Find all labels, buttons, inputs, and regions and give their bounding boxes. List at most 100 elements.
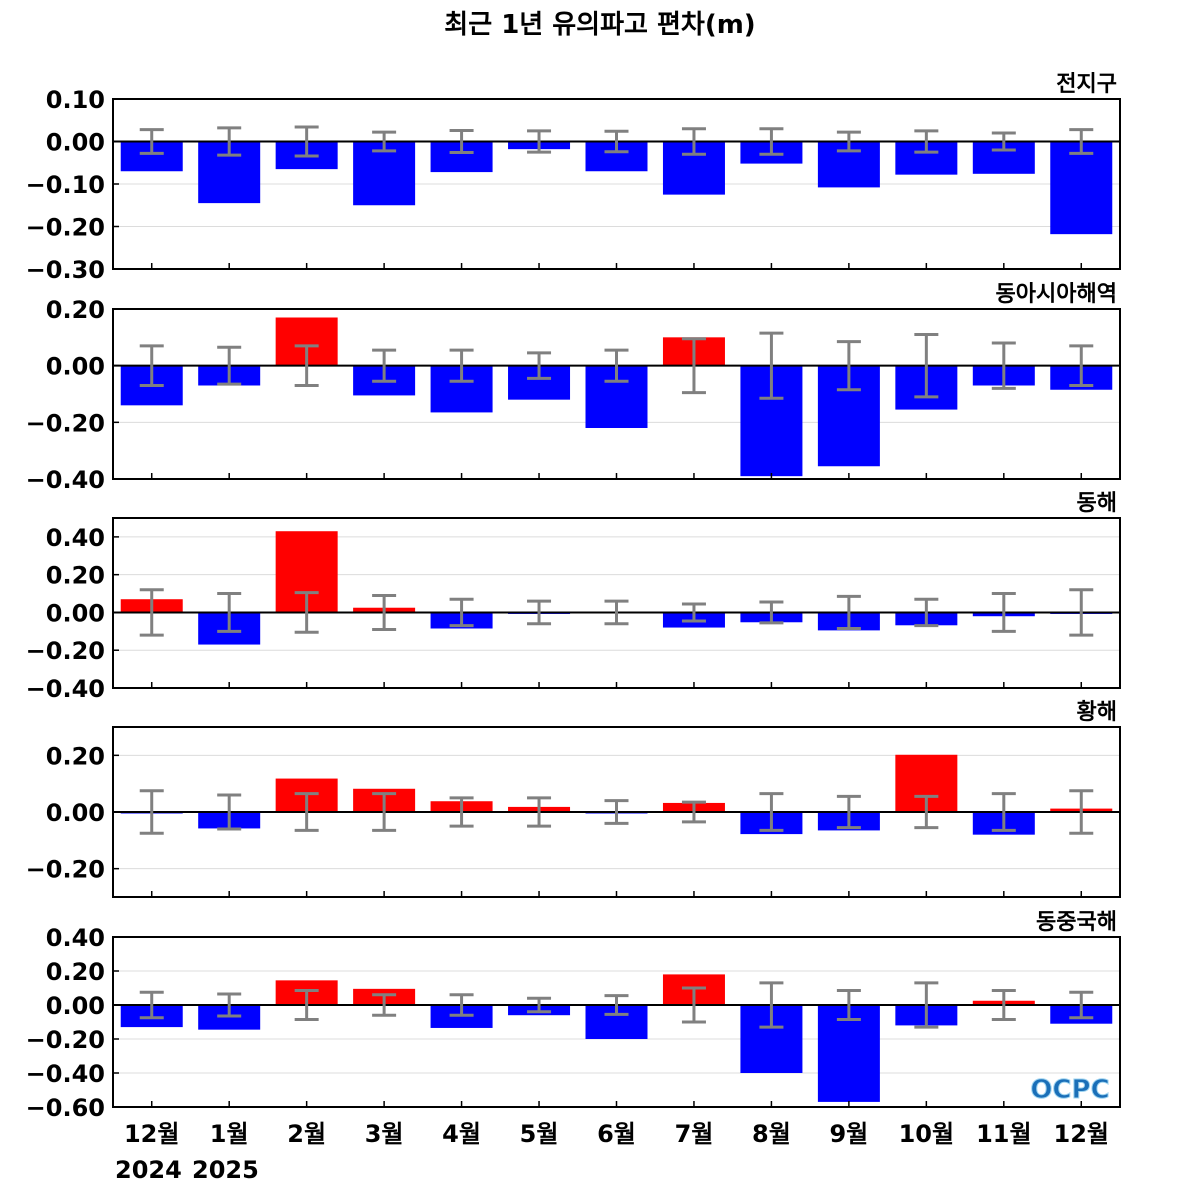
y-tick-label: 0.00 xyxy=(46,353,105,381)
y-tick-label: −0.20 xyxy=(26,409,105,437)
error-bar xyxy=(372,130,397,153)
error-bar xyxy=(991,792,1016,832)
ocpc-logo: OCPC xyxy=(1030,1075,1110,1106)
error-bar xyxy=(372,993,397,1017)
error-bar xyxy=(681,800,706,824)
y-tick-label: 0.00 xyxy=(46,799,105,827)
x-tick-label: 12월 xyxy=(1054,1120,1109,1148)
error-bar xyxy=(139,344,164,387)
y-tick-label: −0.10 xyxy=(26,171,105,199)
error-bar xyxy=(681,986,706,1024)
error-bar xyxy=(836,340,861,392)
panel-1: 0.10 0.00 −0.10 −0.20 −0.30 전지구 xyxy=(26,72,1121,284)
error-bar xyxy=(294,989,319,1021)
y-tick-label: 0.00 xyxy=(46,599,105,627)
x-year-label: 2025 xyxy=(192,1156,259,1184)
error-bar xyxy=(527,599,552,626)
panel-title: 동중국해 xyxy=(1036,910,1117,935)
x-tick-label: 4월 xyxy=(442,1120,481,1148)
chart-title: 최근 1년 유의파고 편차(m) xyxy=(444,10,755,40)
error-bar xyxy=(449,993,474,1017)
error-bar xyxy=(217,126,242,157)
x-tick-label: 12월 xyxy=(124,1120,179,1148)
panel-title: 동아시아해역 xyxy=(996,282,1117,307)
panel-5: 0.40 0.20 0.00 −0.20 −0.40 −0.60 동중국해 xyxy=(26,910,1121,1122)
error-bar xyxy=(914,597,939,628)
bar xyxy=(1050,141,1113,235)
logo-text: OCPC xyxy=(1030,1075,1109,1105)
y-tick-label: 0.00 xyxy=(46,992,105,1020)
error-bar xyxy=(759,600,784,625)
error-bar xyxy=(527,351,552,380)
panel-title: 동해 xyxy=(1077,491,1117,516)
panel-title: 황해 xyxy=(1077,700,1117,725)
error-bar xyxy=(914,129,939,154)
y-tick-label: −0.20 xyxy=(26,1026,105,1054)
y-tick-label: 0.20 xyxy=(46,958,105,986)
error-bar xyxy=(991,989,1016,1021)
error-bar xyxy=(1069,789,1094,835)
x-tick-label: 3월 xyxy=(365,1120,404,1148)
error-bar xyxy=(836,594,861,630)
x-axis: 12월 1월 2월 3월 4월 5월 6월 7월 8월 9월 10월 11월 12월 2024 2025 xyxy=(115,1120,1109,1184)
error-bar xyxy=(991,592,1016,633)
error-bar xyxy=(1069,344,1094,387)
y-tick-label: 0.20 xyxy=(46,296,105,324)
y-tick-label: 0.20 xyxy=(46,562,105,590)
x-year-label: 2024 xyxy=(115,1156,182,1184)
error-bar xyxy=(1069,588,1094,637)
y-tick-label: −0.20 xyxy=(26,637,105,665)
x-tick-label: 10월 xyxy=(899,1120,954,1148)
x-tick-label: 2월 xyxy=(287,1120,326,1148)
panels: 0.10 0.00 −0.10 −0.20 −0.30 전지구 0.20 0.00 −0.20 −… xyxy=(26,72,1121,1122)
error-bar xyxy=(681,337,706,395)
error-bar xyxy=(449,128,474,155)
error-bar xyxy=(139,990,164,1020)
error-bar xyxy=(217,992,242,1018)
error-bar xyxy=(759,331,784,400)
bar xyxy=(817,1005,880,1102)
error-bar xyxy=(294,344,319,387)
error-bar xyxy=(217,345,242,386)
panel-frame xyxy=(112,308,1121,480)
error-bar xyxy=(759,981,784,1029)
x-tick-label: 7월 xyxy=(675,1120,714,1148)
error-bar xyxy=(449,597,474,628)
error-bar xyxy=(604,599,629,626)
error-bar xyxy=(217,592,242,633)
error-bar xyxy=(759,127,784,156)
error-bar xyxy=(914,981,939,1029)
error-bar xyxy=(372,792,397,832)
y-tick-label: −0.20 xyxy=(26,856,105,884)
error-bar xyxy=(527,796,552,828)
error-bar xyxy=(836,989,861,1021)
y-tick-label: −0.30 xyxy=(26,256,105,284)
panel-title: 전지구 xyxy=(1056,72,1117,97)
y-tick-label: −0.20 xyxy=(26,214,105,242)
error-bar xyxy=(604,129,629,154)
x-tick-label: 11월 xyxy=(976,1120,1031,1148)
error-bar xyxy=(604,994,629,1016)
error-bar xyxy=(604,348,629,383)
error-bar xyxy=(604,799,629,825)
x-tick-label: 1월 xyxy=(210,1120,249,1148)
y-tick-label: −0.40 xyxy=(26,675,105,703)
error-bar xyxy=(139,588,164,637)
x-tick-label: 8월 xyxy=(752,1120,791,1148)
y-tick-label: −0.40 xyxy=(26,466,105,494)
error-bar xyxy=(217,793,242,831)
error-bar xyxy=(1069,128,1094,155)
error-bar xyxy=(527,129,552,154)
panel-4: 0.20 0.00 −0.20 황해 xyxy=(26,700,1121,898)
y-tick-label: −0.60 xyxy=(26,1094,105,1122)
error-bar xyxy=(294,792,319,832)
y-tick-label: 0.20 xyxy=(46,742,105,770)
panel-frame xyxy=(112,936,1121,1108)
y-tick-label: −0.40 xyxy=(26,1060,105,1088)
error-bar xyxy=(914,794,939,830)
x-tick-label: 9월 xyxy=(829,1120,868,1148)
panel-3: 0.40 0.20 0.00 −0.20 −0.40 동해 xyxy=(26,491,1121,703)
error-bar xyxy=(372,593,397,631)
error-bar xyxy=(991,131,1016,152)
